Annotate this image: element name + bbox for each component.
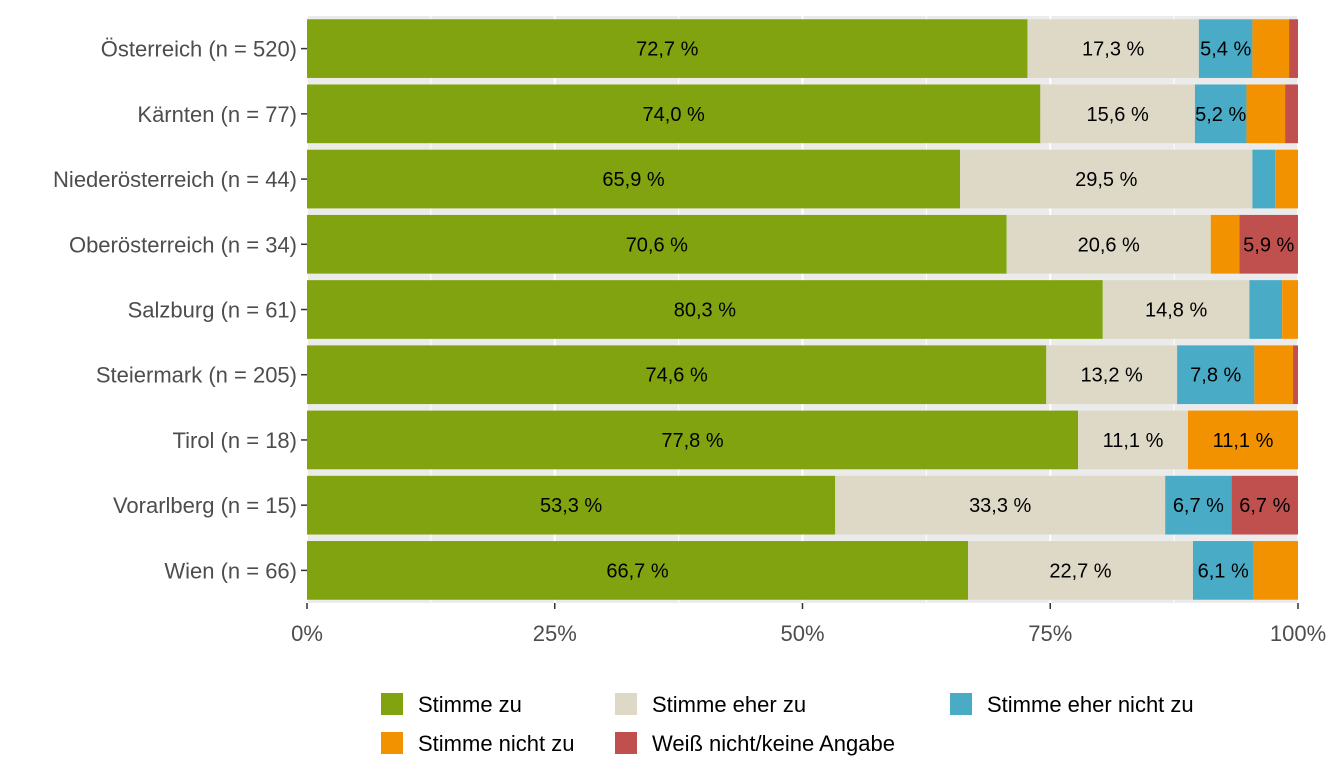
data-label: 77,8 %	[661, 430, 723, 452]
bar-segment	[1027, 19, 1199, 78]
category-label: Kärnten (n = 77)	[137, 102, 297, 127]
bar-segment	[1040, 84, 1195, 144]
data-label: 11,1 %	[1103, 430, 1164, 452]
data-label: 6,1 %	[1198, 560, 1249, 582]
x-tick-label: 25%	[533, 621, 577, 646]
legend-label: Stimme eher nicht zu	[987, 692, 1194, 717]
legend: Stimme zu Stimme eher zu Stimme eher nicht…	[381, 692, 1194, 756]
bar-segment	[1239, 214, 1298, 274]
data-label: 6,7 %	[1173, 495, 1224, 517]
data-label: 80,3 %	[674, 300, 736, 322]
bar-segment	[1246, 84, 1286, 144]
data-label: 74,0 %	[643, 104, 705, 126]
data-label: 6,7 %	[1239, 495, 1290, 517]
data-label: 5,9 %	[1243, 234, 1294, 256]
bar-segment	[960, 149, 1253, 209]
bar-segment	[835, 475, 1166, 535]
bar-segment	[1231, 475, 1298, 535]
x-axis: 0% 25% 50% 75% 100%	[291, 603, 1326, 646]
bar-segment	[1289, 19, 1298, 78]
bar-segment	[1046, 345, 1178, 405]
bar-segment	[1252, 149, 1276, 209]
data-label: 74,6 %	[646, 365, 708, 387]
legend-swatch	[950, 693, 972, 715]
data-label: 17,3 %	[1082, 39, 1144, 61]
bar-segment	[1006, 214, 1211, 274]
data-label: 5,4 %	[1200, 39, 1251, 61]
bar-segment	[1187, 410, 1298, 470]
bar-segment	[307, 84, 1041, 144]
data-label: 15,6 %	[1087, 104, 1149, 126]
bar-segment	[1192, 541, 1254, 600]
category-label: Wien (n = 66)	[164, 558, 297, 583]
data-label: 20,6 %	[1078, 234, 1140, 256]
bar-segment	[1210, 214, 1240, 274]
bar-segment	[307, 410, 1078, 470]
category-label: Tirol (n = 18)	[172, 428, 297, 453]
bar-segment	[1102, 280, 1250, 339]
bar-segment	[1249, 280, 1283, 339]
bars: 72,7 % 17,3 % 5,4 % 74,0 % 15,6 % 5,2 % 65,9 %…	[307, 19, 1298, 600]
bar-segment	[1194, 84, 1247, 144]
category-label: Österreich (n = 520)	[101, 37, 297, 62]
category-label: Salzburg (n = 61)	[128, 298, 297, 323]
legend-swatch	[615, 732, 637, 754]
bar-segment	[307, 280, 1103, 339]
bar-segment	[307, 345, 1047, 405]
bar-segment	[967, 541, 1193, 600]
category-label: Niederösterreich (n = 44)	[53, 167, 297, 192]
data-label: 5,2 %	[1195, 104, 1246, 126]
category-label: Vorarlberg (n = 15)	[113, 493, 297, 518]
legend-label: Stimme eher zu	[652, 692, 806, 717]
bar-segment	[1285, 84, 1298, 144]
bar-segment	[1165, 475, 1232, 535]
legend-label: Weiß nicht/keine Angabe	[652, 731, 895, 756]
bar-segment	[307, 19, 1028, 78]
data-label: 7,8 %	[1190, 365, 1241, 387]
bar-segment	[307, 149, 961, 209]
data-label: 72,7 %	[636, 39, 698, 61]
data-label: 13,2 %	[1081, 365, 1143, 387]
data-label: 70,6 %	[626, 234, 688, 256]
bar-segment	[1293, 345, 1298, 405]
bar-segment	[1077, 410, 1188, 470]
legend-label: Stimme nicht zu	[418, 731, 575, 756]
x-tick-label: 75%	[1028, 621, 1072, 646]
bar-segment	[307, 214, 1007, 274]
bar-segment	[307, 475, 836, 535]
bar-segment	[307, 541, 968, 600]
category-labels: Österreich (n = 520) Kärnten (n = 77) Nied…	[53, 37, 307, 583]
x-tick-label: 100%	[1270, 621, 1326, 646]
bar-segment	[1177, 345, 1255, 405]
bar-segment	[1253, 541, 1298, 600]
legend-swatch	[615, 693, 637, 715]
category-label: Steiermark (n = 205)	[96, 363, 297, 388]
bar-segment	[1254, 345, 1294, 405]
legend-swatch	[381, 693, 403, 715]
legend-swatch	[381, 732, 403, 754]
bar-segment	[1282, 280, 1298, 339]
data-label: 53,3 %	[540, 495, 602, 517]
data-label: 65,9 %	[602, 169, 664, 191]
data-label: 33,3 %	[969, 495, 1031, 517]
bar-segment	[1198, 19, 1253, 78]
data-label: 11,1 %	[1213, 430, 1274, 452]
x-tick-label: 50%	[780, 621, 824, 646]
category-label: Oberösterreich (n = 34)	[69, 232, 297, 257]
bar-segment	[1275, 149, 1298, 209]
data-label: 14,8 %	[1145, 300, 1207, 322]
legend-label: Stimme zu	[418, 692, 522, 717]
data-label: 66,7 %	[606, 560, 668, 582]
bar-segment	[1252, 19, 1290, 78]
data-label: 22,7 %	[1049, 560, 1111, 582]
data-label: 29,5 %	[1075, 169, 1137, 191]
x-tick-label: 0%	[291, 621, 323, 646]
